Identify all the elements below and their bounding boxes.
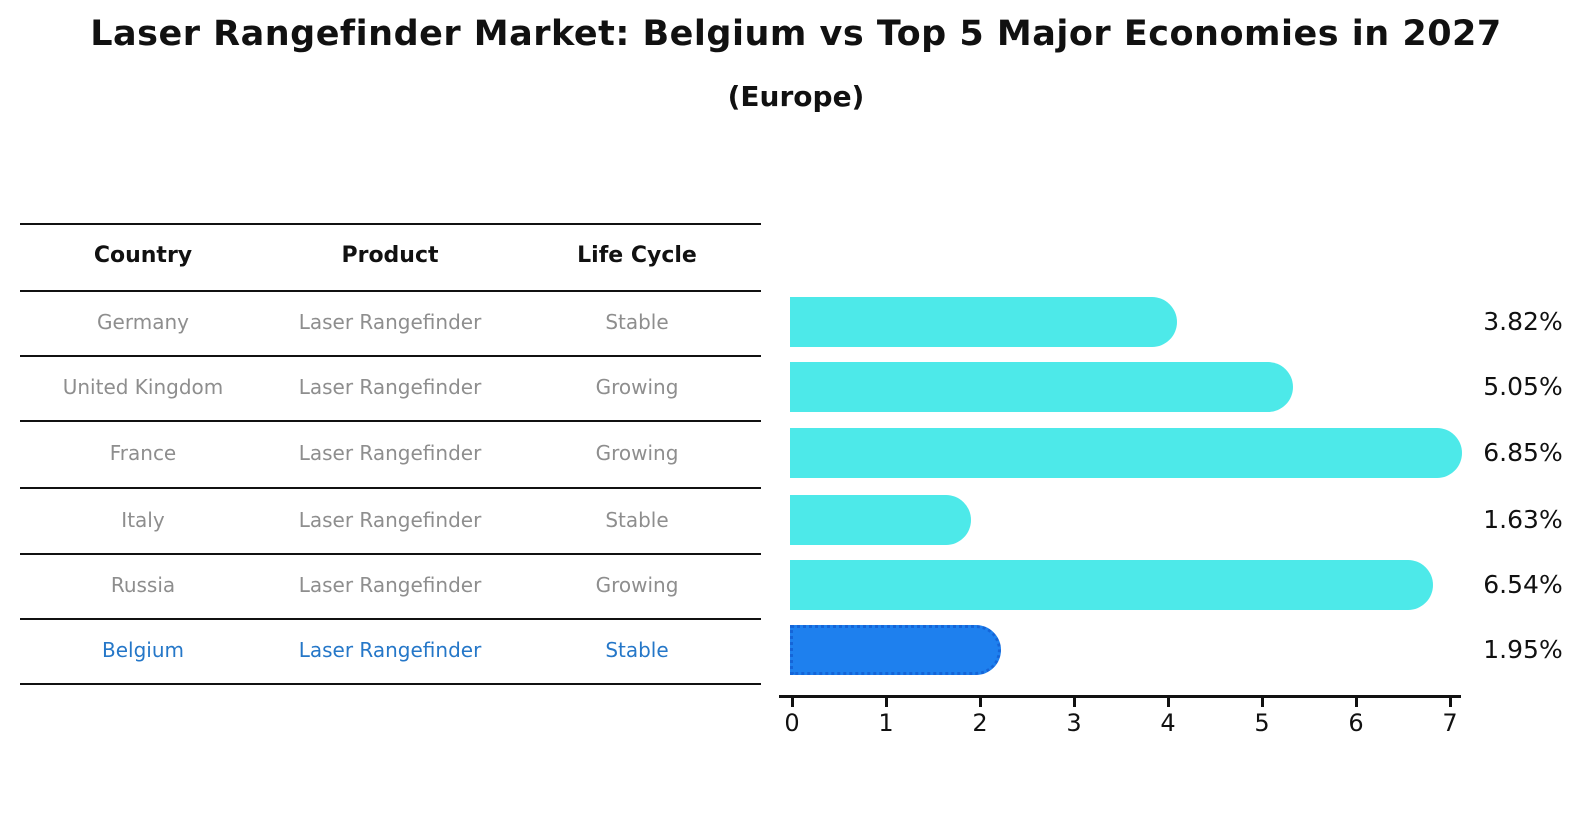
bar-value-label: 5.05% — [1483, 372, 1563, 401]
table-rule — [20, 487, 761, 489]
x-axis-tick — [790, 697, 794, 707]
x-axis-tick — [1072, 697, 1076, 707]
x-axis-tick — [1166, 697, 1170, 707]
cell-life-cycle: Stable — [605, 508, 669, 532]
x-axis-tick-label: 3 — [1066, 709, 1082, 737]
bar-value-label: 6.54% — [1483, 570, 1563, 599]
cell-country: United Kingdom — [62, 375, 224, 399]
x-axis-tick-label: 1 — [878, 709, 894, 737]
cell-product: Laser Rangefinder — [298, 508, 482, 532]
bar-united-kingdom — [790, 362, 1293, 412]
x-axis-tick — [1260, 697, 1264, 707]
table-rule — [20, 223, 761, 225]
x-axis-tick-label: 4 — [1160, 709, 1176, 737]
x-axis-tick — [978, 697, 982, 707]
table-rule — [20, 420, 761, 422]
cell-life-cycle: Growing — [595, 441, 679, 465]
cell-product: Laser Rangefinder — [298, 573, 482, 597]
bar-belgium — [790, 625, 1001, 675]
cell-life-cycle: Stable — [605, 310, 669, 334]
table-rule — [20, 290, 761, 292]
bar-value-label: 6.85% — [1483, 438, 1563, 467]
x-axis-tick-label: 7 — [1442, 709, 1458, 737]
x-axis-tick-label: 0 — [784, 709, 800, 737]
table-rule — [20, 683, 761, 685]
x-axis-tick-label: 5 — [1254, 709, 1270, 737]
cell-life-cycle: Stable — [605, 638, 669, 662]
table-rule — [20, 355, 761, 357]
cell-country: Belgium — [102, 638, 184, 662]
column-header-life-cycle: Life Cycle — [577, 243, 697, 268]
cell-country: Russia — [110, 573, 176, 597]
cell-life-cycle: Growing — [595, 375, 679, 399]
column-header-product: Product — [341, 243, 439, 268]
cell-country: Italy — [121, 508, 165, 532]
x-axis-tick — [884, 697, 888, 707]
column-header-country: Country — [93, 243, 193, 268]
bar-value-label: 3.82% — [1483, 307, 1563, 336]
table-rule — [20, 618, 761, 620]
bar-russia — [790, 560, 1433, 610]
bar-germany — [790, 297, 1177, 347]
cell-country: Germany — [97, 310, 189, 334]
cell-life-cycle: Growing — [595, 573, 679, 597]
table-rule — [20, 553, 761, 555]
x-axis-tick-label: 2 — [972, 709, 988, 737]
cell-product: Laser Rangefinder — [298, 638, 482, 662]
chart-subtitle: (Europe) — [727, 80, 865, 113]
x-axis-line — [779, 695, 1461, 698]
chart-title: Laser Rangefinder Market: Belgium vs Top… — [90, 14, 1502, 54]
bar-value-label: 1.63% — [1483, 505, 1563, 534]
cell-product: Laser Rangefinder — [298, 375, 482, 399]
x-axis-tick — [1354, 697, 1358, 707]
x-axis-tick — [1448, 697, 1452, 707]
bar-value-label: 1.95% — [1483, 635, 1563, 664]
cell-product: Laser Rangefinder — [298, 310, 482, 334]
bar-france — [790, 428, 1462, 478]
cell-product: Laser Rangefinder — [298, 441, 482, 465]
bar-italy — [790, 495, 971, 545]
cell-country: France — [109, 441, 177, 465]
x-axis-tick-label: 6 — [1348, 709, 1364, 737]
